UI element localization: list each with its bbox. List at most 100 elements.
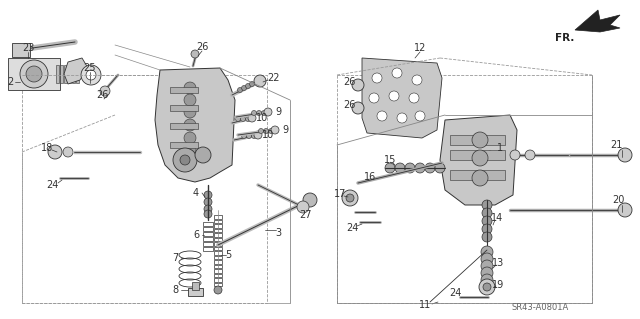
Bar	[214, 283, 222, 286]
Circle shape	[425, 163, 435, 173]
Bar	[8, 58, 60, 90]
Circle shape	[303, 193, 317, 207]
Polygon shape	[155, 68, 235, 182]
Bar	[450, 150, 505, 160]
Bar	[12, 43, 30, 57]
Bar	[214, 242, 222, 246]
Circle shape	[482, 232, 492, 242]
Bar	[203, 247, 213, 251]
Bar	[214, 228, 222, 232]
Text: 10: 10	[256, 113, 268, 123]
Text: SR43-A0801A: SR43-A0801A	[511, 303, 568, 313]
Text: 25: 25	[84, 63, 96, 73]
Circle shape	[389, 91, 399, 101]
Text: 12: 12	[414, 43, 426, 53]
Text: 18: 18	[41, 143, 53, 153]
Circle shape	[241, 85, 246, 91]
Text: 19: 19	[492, 280, 504, 290]
Circle shape	[269, 129, 273, 133]
Circle shape	[86, 70, 96, 80]
Circle shape	[472, 132, 488, 148]
Bar	[72, 65, 75, 83]
Text: 14: 14	[491, 213, 503, 223]
Circle shape	[352, 79, 364, 91]
Circle shape	[297, 201, 309, 213]
Circle shape	[395, 163, 405, 173]
Circle shape	[204, 191, 212, 199]
Bar	[214, 224, 222, 227]
Bar	[214, 247, 222, 250]
Bar	[214, 238, 222, 241]
Bar	[22, 75, 267, 303]
Circle shape	[63, 147, 73, 157]
Bar	[214, 260, 222, 263]
Bar	[214, 219, 222, 223]
Bar	[214, 233, 222, 236]
Circle shape	[184, 94, 196, 106]
Bar	[56, 65, 59, 83]
Bar	[450, 170, 505, 180]
Circle shape	[483, 283, 491, 291]
Bar	[188, 288, 203, 296]
Circle shape	[252, 110, 257, 115]
Polygon shape	[575, 10, 620, 32]
Circle shape	[482, 216, 492, 226]
Circle shape	[26, 66, 42, 82]
Bar	[203, 227, 213, 231]
Circle shape	[262, 110, 266, 115]
Circle shape	[392, 68, 402, 78]
Circle shape	[342, 190, 358, 206]
Circle shape	[254, 131, 262, 139]
Circle shape	[479, 279, 495, 295]
Circle shape	[618, 203, 632, 217]
Circle shape	[264, 129, 269, 133]
Circle shape	[241, 133, 246, 138]
Circle shape	[397, 113, 407, 123]
Text: 5: 5	[225, 250, 231, 260]
Text: 2: 2	[7, 77, 13, 87]
Circle shape	[481, 260, 493, 272]
Circle shape	[184, 106, 196, 118]
Text: 11: 11	[419, 300, 431, 310]
Circle shape	[81, 65, 101, 85]
Circle shape	[48, 145, 62, 159]
Text: 20: 20	[612, 195, 624, 205]
Circle shape	[184, 82, 196, 94]
Circle shape	[191, 50, 199, 58]
Bar	[214, 264, 222, 268]
Bar	[170, 142, 198, 148]
Text: 24: 24	[346, 223, 358, 233]
Circle shape	[525, 150, 535, 160]
Bar	[214, 278, 222, 281]
Text: 8: 8	[172, 285, 178, 295]
Circle shape	[435, 163, 445, 173]
Circle shape	[372, 73, 382, 83]
Bar	[203, 237, 213, 241]
Text: 9: 9	[282, 125, 288, 135]
Circle shape	[252, 133, 257, 138]
Circle shape	[180, 155, 190, 165]
Bar	[337, 75, 592, 303]
Circle shape	[237, 87, 243, 93]
Text: 27: 27	[300, 210, 312, 220]
Circle shape	[184, 132, 196, 144]
Bar	[60, 65, 63, 83]
Circle shape	[271, 126, 279, 134]
Circle shape	[204, 205, 212, 213]
Bar	[203, 222, 213, 226]
Circle shape	[250, 81, 255, 86]
Text: 26: 26	[343, 100, 355, 110]
Text: 17: 17	[334, 189, 346, 199]
Bar	[450, 135, 505, 145]
Circle shape	[405, 163, 415, 173]
Text: 4: 4	[193, 188, 199, 198]
Circle shape	[481, 246, 493, 258]
Circle shape	[369, 93, 379, 103]
Circle shape	[264, 108, 272, 116]
Circle shape	[409, 93, 419, 103]
Bar	[170, 123, 198, 129]
Circle shape	[241, 116, 246, 122]
Bar	[192, 282, 199, 290]
Circle shape	[214, 286, 222, 294]
Circle shape	[486, 151, 494, 159]
